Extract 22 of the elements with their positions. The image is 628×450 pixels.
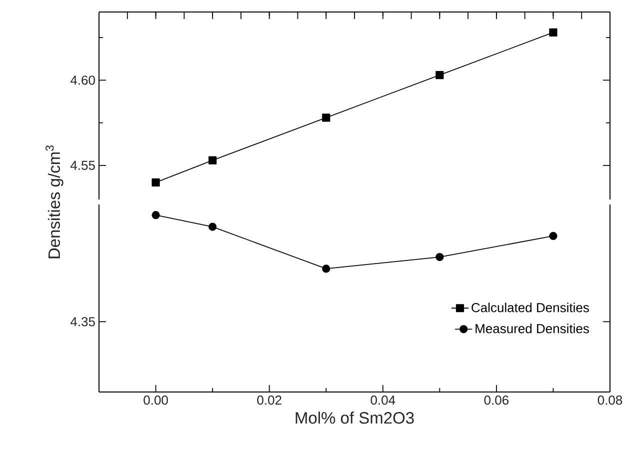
point [208,222,217,231]
y-axis-title: Densities g/cm$^{3}$ [46,145,64,258]
y-tick-label: 4.55 [70,160,95,170]
text: 4.35 [70,317,95,326]
x-tick-label: 0.06 [484,396,509,405]
point [322,114,330,122]
x-axis-title: Mol% of Sm2O3 [296,412,414,424]
point [436,71,444,80]
x-tick-label: 0.04 [370,396,396,405]
y-tick-label: 4.60 [70,76,95,85]
point [549,232,558,240]
point [152,178,160,187]
point [322,264,330,273]
point [208,156,217,164]
x-tick-label: 0.08 [598,396,622,405]
legend-label: Calculated Densities [472,302,589,312]
point [436,252,444,262]
x-tick-label: 0.02 [257,396,282,405]
x-tick-label: 0.00 [144,396,168,405]
legend-label: Measured Densities [476,324,589,334]
point [549,28,558,37]
point [152,211,160,220]
